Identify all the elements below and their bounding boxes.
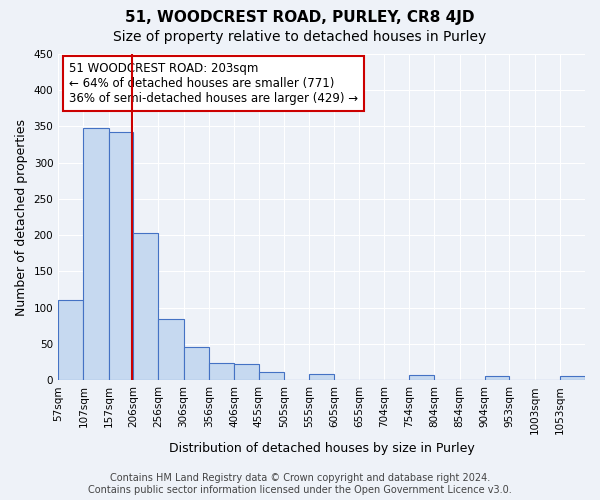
- Bar: [234, 364, 259, 380]
- Bar: [309, 374, 334, 380]
- Text: 51, WOODCREST ROAD, PURLEY, CR8 4JD: 51, WOODCREST ROAD, PURLEY, CR8 4JD: [125, 10, 475, 25]
- Bar: [158, 320, 184, 380]
- Y-axis label: Number of detached properties: Number of detached properties: [15, 118, 28, 316]
- Bar: [485, 376, 509, 380]
- Bar: [209, 363, 234, 380]
- Text: Size of property relative to detached houses in Purley: Size of property relative to detached ho…: [113, 30, 487, 44]
- Bar: [83, 128, 109, 380]
- Bar: [259, 372, 284, 380]
- Bar: [133, 233, 158, 380]
- Text: 51 WOODCREST ROAD: 203sqm
← 64% of detached houses are smaller (771)
36% of semi: 51 WOODCREST ROAD: 203sqm ← 64% of detac…: [69, 62, 358, 105]
- Bar: [409, 375, 434, 380]
- Bar: [58, 300, 83, 380]
- Bar: [109, 132, 133, 380]
- Text: Contains HM Land Registry data © Crown copyright and database right 2024.
Contai: Contains HM Land Registry data © Crown c…: [88, 474, 512, 495]
- Bar: [184, 347, 209, 380]
- Bar: [560, 376, 585, 380]
- X-axis label: Distribution of detached houses by size in Purley: Distribution of detached houses by size …: [169, 442, 475, 455]
